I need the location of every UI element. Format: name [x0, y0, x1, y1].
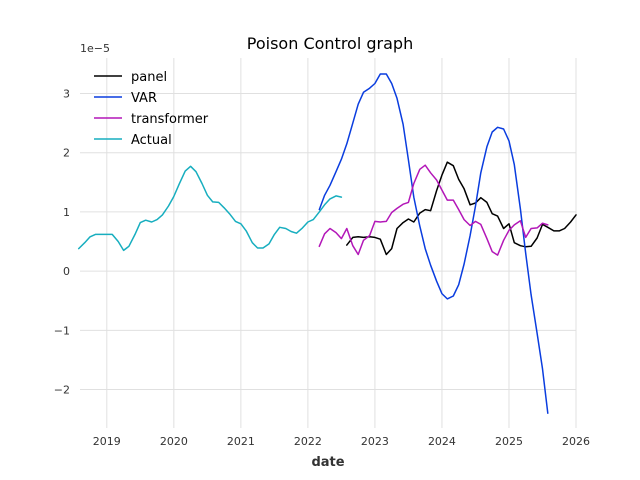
y-axis-ticks: −2 −1 0 1 2 3 — [54, 88, 70, 397]
x-tick-label: 2024 — [428, 435, 456, 448]
series-line-panel — [346, 161, 577, 256]
y-tick-label: −2 — [54, 384, 70, 397]
legend-label: Actual — [131, 133, 172, 148]
series-lines — [77, 73, 577, 414]
legend-label: VAR — [131, 91, 157, 106]
y-tick-label: −1 — [54, 324, 70, 337]
x-tick-label: 2019 — [93, 435, 121, 448]
y-tick-label: 2 — [63, 147, 70, 160]
series-line-var — [318, 73, 549, 414]
legend: panel VAR transformer Actual — [94, 70, 209, 148]
series-line-transformer — [318, 164, 549, 256]
x-axis-label: date — [311, 455, 344, 470]
series-line-actual — [77, 165, 343, 252]
x-tick-label: 2026 — [562, 435, 590, 448]
x-tick-label: 2021 — [227, 435, 255, 448]
grid — [80, 58, 577, 428]
x-tick-label: 2025 — [495, 435, 523, 448]
x-axis-ticks: 2019 2020 2021 2022 2023 2024 2025 2026 — [93, 435, 590, 448]
chart-title: Poison Control graph — [247, 34, 413, 53]
y-tick-label: 3 — [63, 88, 70, 101]
y-tick-label: 0 — [63, 265, 70, 278]
x-tick-label: 2022 — [294, 435, 322, 448]
y-tick-label: 1 — [63, 206, 70, 219]
x-tick-label: 2020 — [160, 435, 188, 448]
y-offset-text: 1e−5 — [80, 42, 110, 55]
x-tick-label: 2023 — [361, 435, 389, 448]
legend-label: transformer — [131, 112, 209, 127]
legend-label: panel — [131, 70, 167, 85]
